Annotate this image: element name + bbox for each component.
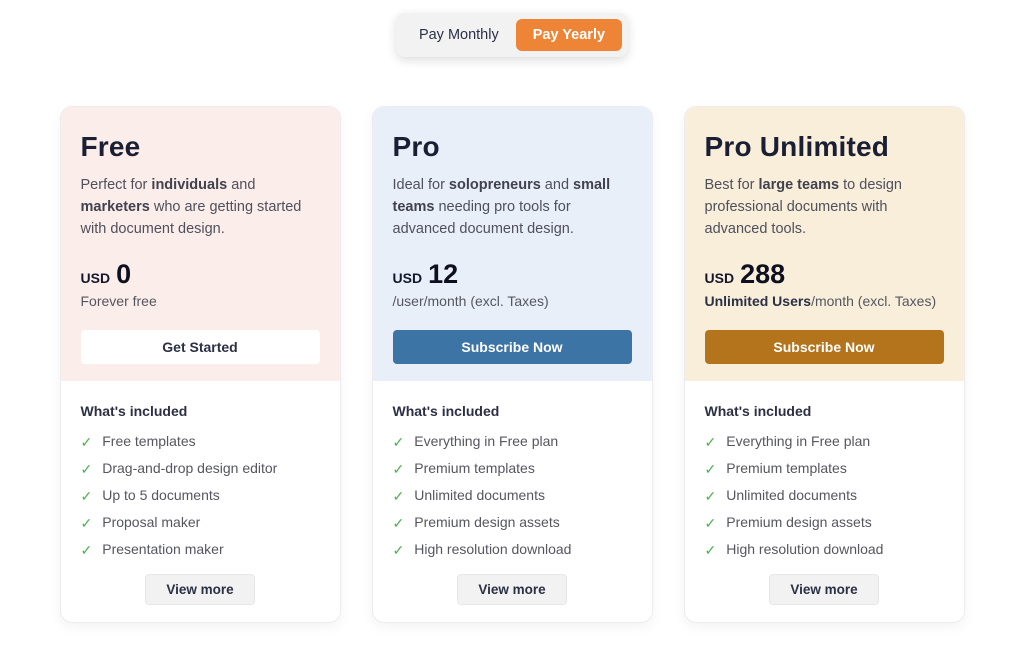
feature-label: Proposal maker	[102, 514, 201, 530]
plan-card-pro-unlimited: Pro Unlimited Best for large teams to de…	[683, 106, 965, 623]
view-more-wrap: View more	[393, 574, 632, 605]
feature-item: ✓ Proposal maker	[81, 515, 320, 530]
price-row: USD 0	[81, 261, 320, 288]
feature-item: ✓ Everything in Free plan	[393, 434, 632, 449]
feature-label: Premium design assets	[726, 514, 872, 530]
price-row: USD 288	[705, 261, 944, 288]
feature-item: ✓ Premium templates	[705, 461, 944, 476]
check-icon: ✓	[392, 542, 405, 558]
price-currency: USD	[704, 270, 735, 287]
features-heading: What's included	[704, 403, 812, 419]
plan-features-free: What's included ✓ Free templates ✓ Drag-and…	[60, 381, 340, 622]
price-note: /user/month (excl. Taxes)	[392, 293, 549, 310]
view-more-button[interactable]: View more	[769, 574, 879, 605]
check-icon: ✓	[704, 542, 717, 558]
feature-item: ✓ Unlimited documents	[705, 488, 944, 503]
plan-description: Best for large teams to design professio…	[704, 177, 903, 238]
feature-list: ✓ Everything in Free plan ✓ Premium templat…	[393, 434, 632, 557]
feature-item: ✓ High resolution download	[705, 542, 944, 557]
plan-header-free: Free Perfect for individuals and markete…	[60, 107, 340, 381]
price-currency: USD	[80, 270, 111, 287]
features-heading: What's included	[80, 403, 188, 419]
billing-toggle: Pay Monthly Pay Yearly	[395, 13, 629, 57]
check-icon: ✓	[704, 488, 717, 504]
price-amount: 288	[740, 259, 786, 290]
feature-label: Up to 5 documents	[102, 487, 220, 503]
plan-description: Perfect for individuals and marketers wh…	[80, 177, 302, 238]
feature-label: Drag-and-drop design editor	[102, 460, 278, 476]
feature-item: ✓ Premium design assets	[393, 515, 632, 530]
check-icon: ✓	[80, 542, 93, 558]
price-currency: USD	[392, 270, 423, 287]
subscribe-now-button-pro[interactable]: Subscribe Now	[392, 330, 632, 365]
feature-label: Presentation maker	[102, 541, 224, 557]
feature-list: ✓ Free templates ✓ Drag-and-drop design edi…	[81, 434, 320, 557]
view-more-wrap: View more	[81, 574, 320, 605]
price-amount: 12	[428, 259, 459, 290]
price-note: Forever free	[80, 293, 157, 310]
feature-item: ✓ Unlimited documents	[393, 488, 632, 503]
plan-features-pro-unlimited: What's included ✓ Everything in Free plan…	[684, 381, 964, 622]
feature-item: ✓ Up to 5 documents	[81, 488, 320, 503]
pay-monthly-option[interactable]: Pay Monthly	[418, 27, 499, 43]
check-icon: ✓	[80, 461, 93, 477]
pay-yearly-option[interactable]: Pay Yearly	[515, 19, 623, 51]
check-icon: ✓	[704, 515, 717, 531]
check-icon: ✓	[704, 434, 717, 450]
feature-label: Premium templates	[414, 460, 535, 476]
price-note: Unlimited Users/month (excl. Taxes)	[704, 293, 937, 310]
subscribe-now-button-pro-unlimited[interactable]: Subscribe Now	[704, 330, 944, 365]
feature-item: ✓ Premium templates	[393, 461, 632, 476]
feature-label: Premium design assets	[414, 514, 560, 530]
check-icon: ✓	[392, 461, 405, 477]
feature-list: ✓ Everything in Free plan ✓ Premium templat…	[705, 434, 944, 557]
feature-item: ✓ Presentation maker	[81, 542, 320, 557]
feature-label: High resolution download	[726, 541, 884, 557]
plan-features-pro: What's included ✓ Everything in Free plan…	[372, 381, 652, 622]
check-icon: ✓	[80, 515, 93, 531]
get-started-button[interactable]: Get Started	[80, 330, 320, 365]
check-icon: ✓	[392, 488, 405, 504]
view-more-wrap: View more	[705, 574, 944, 605]
billing-toggle-wrap: Pay Monthly Pay Yearly	[0, 0, 1024, 57]
plan-card-pro: Pro Ideal for solopreneurs and small tea…	[371, 106, 653, 623]
feature-label: Everything in Free plan	[726, 433, 871, 449]
feature-item: ✓ High resolution download	[393, 542, 632, 557]
feature-label: Premium templates	[726, 460, 847, 476]
plan-header-pro: Pro Ideal for solopreneurs and small tea…	[372, 107, 652, 381]
feature-label: High resolution download	[414, 541, 572, 557]
check-icon: ✓	[392, 515, 405, 531]
feature-item: ✓ Premium design assets	[705, 515, 944, 530]
check-icon: ✓	[392, 434, 405, 450]
feature-item: ✓ Free templates	[81, 434, 320, 449]
check-icon: ✓	[80, 488, 93, 504]
plans-row: Free Perfect for individuals and markete…	[0, 106, 1024, 623]
plan-name: Pro Unlimited	[704, 131, 890, 162]
feature-label: Unlimited documents	[726, 487, 857, 503]
feature-label: Unlimited documents	[414, 487, 545, 503]
price-row: USD 12	[393, 261, 632, 288]
check-icon: ✓	[704, 461, 717, 477]
plan-name: Free	[80, 131, 141, 162]
plan-card-free: Free Perfect for individuals and markete…	[59, 106, 341, 623]
plan-header-pro-unlimited: Pro Unlimited Best for large teams to de…	[684, 107, 964, 381]
view-more-button[interactable]: View more	[457, 574, 567, 605]
price-amount: 0	[116, 259, 132, 290]
feature-item: ✓ Everything in Free plan	[705, 434, 944, 449]
check-icon: ✓	[80, 434, 93, 450]
plan-name: Pro	[392, 131, 440, 162]
feature-item: ✓ Drag-and-drop design editor	[81, 461, 320, 476]
feature-label: Everything in Free plan	[414, 433, 559, 449]
features-heading: What's included	[392, 403, 500, 419]
feature-label: Free templates	[102, 433, 196, 449]
plan-description: Ideal for solopreneurs and small teams n…	[392, 177, 611, 238]
view-more-button[interactable]: View more	[145, 574, 255, 605]
